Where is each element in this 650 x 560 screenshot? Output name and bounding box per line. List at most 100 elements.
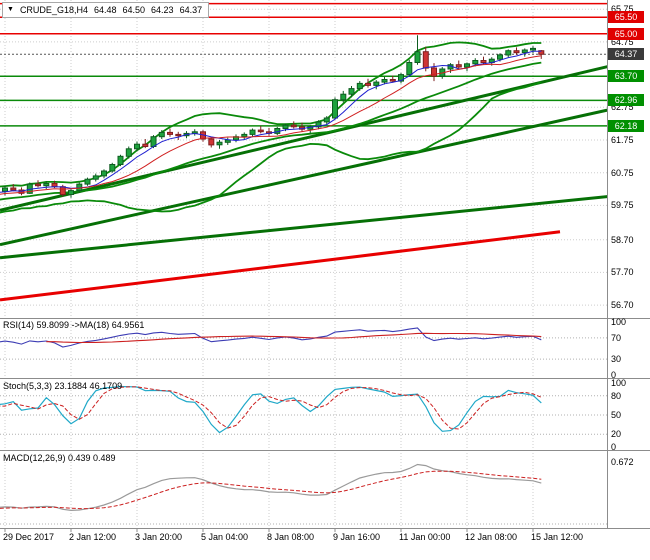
candle-body	[521, 49, 528, 54]
price-level-badge: 62.96	[608, 94, 644, 107]
stochastic-indicator-label: Stoch(5,3,3) 23.1884 46.1709	[3, 381, 123, 391]
price-tick-label: 62.75	[611, 102, 634, 113]
candle-body	[68, 190, 74, 196]
candle-body	[117, 155, 124, 166]
price-tick-label: 61.75	[611, 134, 634, 145]
time-axis-label: 12 Jan 08:00	[465, 532, 518, 542]
rsi-panel[interactable]	[0, 327, 607, 360]
candle-body	[480, 60, 487, 63]
price-level-badge: 63.70	[608, 70, 644, 83]
rsi-ma-line	[46, 332, 542, 344]
candle-body	[134, 143, 140, 150]
candle-body	[356, 82, 363, 90]
candle-body	[216, 141, 223, 146]
stochastic-main-line	[0, 385, 542, 434]
price-tick-label: 59.75	[611, 200, 634, 211]
stochastic-scale-label: 20	[611, 429, 622, 440]
candle-body	[125, 148, 132, 157]
ohlc-close: 64.37	[179, 5, 203, 15]
candle-body	[282, 124, 289, 129]
price-tick-label: 56.70	[611, 300, 634, 311]
ohlc-low: 64.23	[151, 5, 174, 15]
candle-body	[167, 131, 173, 135]
macd-main-line	[0, 463, 542, 512]
time-axis[interactable]: 29 Dec 2017 2 Jan 12:00 3 Jan 20:00 5 Jan 0…	[0, 529, 650, 560]
time-axis-label: 11 Jan 00:00	[399, 532, 451, 542]
candle-body	[538, 50, 545, 55]
candle-body	[208, 138, 215, 146]
time-axis-label: 3 Jan 20:00	[135, 532, 183, 542]
candle-body	[109, 164, 116, 172]
candle-body	[431, 67, 437, 77]
rsi-line	[0, 327, 542, 348]
price-tick-label: 65.75	[611, 4, 634, 15]
price-tick-label: 60.75	[611, 167, 634, 178]
macd-indicator-label: MACD(12,26,9) 0.439 0.489	[3, 453, 116, 463]
candle-body	[373, 81, 380, 86]
chart-title-bar: ▼ CRUDE_G18,H4 64.48 64.50 64.23 64.37	[2, 2, 210, 18]
candle-body	[389, 79, 396, 82]
time-axis-label: 2 Jan 12:00	[69, 532, 117, 542]
candle-body	[348, 88, 355, 95]
candle-body	[101, 170, 107, 177]
candle-body	[406, 62, 413, 76]
candle-body	[422, 51, 429, 69]
price-level-badge: 62.18	[608, 119, 644, 132]
candle-body	[224, 139, 231, 143]
stochastic-scale-label: 50	[611, 410, 622, 420]
time-axis-label: 8 Jan 08:00	[267, 532, 315, 542]
trendline[interactable]	[0, 101, 650, 247]
ohlc-high: 64.50	[122, 5, 146, 15]
candle-body	[530, 47, 536, 51]
candle-body	[241, 133, 248, 138]
time-axis-label: 5 Jan 04:00	[201, 532, 249, 542]
candle-body	[365, 82, 371, 86]
trendline[interactable]	[0, 192, 650, 260]
rsi-scale-label: 70	[611, 332, 622, 343]
candle-body	[142, 143, 149, 147]
trendline[interactable]	[0, 230, 561, 302]
stochastic-scale-label: 0	[611, 442, 617, 452]
price-tick-label: 58.70	[611, 234, 634, 245]
candle-body	[340, 93, 347, 101]
candle-body	[315, 121, 322, 128]
price-level-badge: 65.00	[608, 27, 644, 40]
candle-body	[464, 63, 470, 68]
stochastic-panel[interactable]	[0, 385, 607, 435]
rsi-scale-label: 0	[611, 370, 617, 380]
ma-fast-line	[0, 50, 542, 193]
macd-signal-line	[0, 470, 542, 510]
price-level-badge: 65.50	[608, 11, 644, 24]
macd-panel[interactable]	[0, 463, 607, 525]
candle-body	[43, 182, 50, 187]
price-tick-label: 57.70	[611, 267, 634, 278]
price-axis[interactable]: 65.75 64.75 62.75 61.75 60.75 59.75 58.70 57.70…	[607, 0, 650, 560]
candle-body	[257, 129, 264, 133]
stochastic-scale-label: 100	[611, 378, 627, 388]
bollinger-band-line	[0, 61, 542, 201]
candle-body	[332, 99, 338, 119]
main-price-panel[interactable]	[0, 2, 650, 302]
candle-body	[290, 124, 297, 128]
candle-body	[381, 79, 388, 83]
grid	[0, 0, 607, 528]
candle-body	[513, 50, 520, 54]
rsi-scale-label: 100	[611, 317, 627, 327]
price-tick-label: 64.75	[611, 36, 634, 47]
trendline[interactable]	[0, 57, 650, 212]
price-level-badge: 64.37	[608, 48, 644, 61]
ma-slow-line	[0, 55, 542, 195]
macd-scale-label: 0.672	[611, 457, 634, 468]
rsi-scale-label: 30	[611, 354, 622, 365]
collapse-chart-button[interactable]: ▼	[7, 6, 14, 13]
candle-body	[84, 178, 91, 185]
symbol-period-label: CRUDE_G18,H4	[19, 5, 88, 15]
candle-body	[35, 183, 41, 187]
candle-body	[414, 51, 421, 64]
candle-body	[2, 187, 8, 192]
time-axis-label: 29 Dec 2017	[3, 532, 55, 542]
candle-body	[505, 50, 512, 56]
stochastic-scale-label: 80	[611, 390, 622, 401]
